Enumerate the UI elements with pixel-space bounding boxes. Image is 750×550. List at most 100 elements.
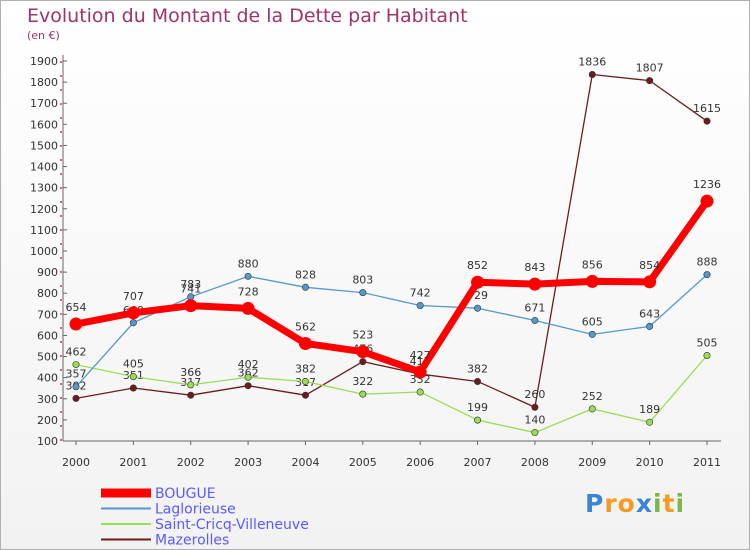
data-point [129, 384, 137, 392]
data-point [184, 299, 198, 313]
y-tick-label: 1800 [30, 76, 58, 89]
y-tick-label: 1500 [30, 139, 58, 152]
data-point [585, 274, 599, 288]
data-point [531, 429, 539, 437]
y-tick-label: 1400 [30, 161, 58, 174]
data-label: 643 [639, 307, 660, 320]
x-tick-label: 2005 [349, 456, 377, 469]
data-label: 605 [582, 315, 603, 328]
y-tick-label: 300 [37, 393, 58, 406]
data-label: 852 [467, 259, 488, 272]
data-point [588, 405, 596, 413]
y-tick-label: 200 [37, 414, 58, 427]
data-label: 382 [295, 362, 316, 375]
brand-logo-letter: i [675, 489, 686, 518]
data-label: 856 [582, 258, 603, 271]
data-label: 880 [238, 257, 259, 270]
data-point [703, 271, 711, 279]
y-tick-label: 100 [37, 435, 58, 448]
x-tick-label: 2003 [234, 456, 262, 469]
data-label: 803 [352, 274, 373, 287]
data-point [588, 71, 596, 79]
chart-subtitle: (en €) [27, 29, 60, 42]
x-tick-label: 2002 [177, 456, 205, 469]
data-point [413, 365, 427, 379]
data-point [129, 319, 137, 327]
x-tick-label: 2007 [464, 456, 492, 469]
data-point [241, 301, 255, 315]
data-label: 671 [524, 301, 545, 314]
x-tick-label: 2011 [693, 456, 721, 469]
brand-logo-letter: o [617, 489, 636, 518]
data-point [356, 345, 370, 359]
data-point [69, 317, 83, 331]
data-point [531, 316, 539, 324]
data-label: 1836 [578, 56, 606, 69]
data-label: 140 [524, 414, 545, 427]
brand-logo-letter: x [635, 489, 653, 518]
y-tick-label: 700 [37, 308, 58, 321]
brand-logo-letter: P [585, 489, 605, 518]
data-point [301, 377, 309, 385]
data-label: 843 [524, 261, 545, 274]
y-tick-label: 900 [37, 266, 58, 279]
data-point [301, 391, 309, 399]
data-point [588, 330, 596, 338]
data-label: 362 [238, 367, 259, 380]
data-point [646, 322, 654, 330]
y-tick-label: 1900 [30, 55, 58, 68]
data-label: 405 [123, 358, 144, 371]
x-tick-label: 2000 [62, 456, 90, 469]
x-tick-label: 2010 [636, 456, 664, 469]
data-label: 402 [238, 358, 259, 371]
data-point [474, 416, 482, 424]
data-label: 523 [352, 329, 373, 342]
data-point [643, 275, 657, 289]
data-label: 357 [66, 368, 87, 381]
data-label: 199 [467, 401, 488, 414]
data-label: 854 [639, 259, 660, 272]
brand-logo: Proxiti [585, 489, 685, 518]
data-label: 382 [467, 362, 488, 375]
data-point [359, 358, 367, 366]
data-label: 252 [582, 390, 603, 403]
data-label: 741 [180, 283, 201, 296]
data-point [359, 390, 367, 398]
chart-title: Evolution du Montant de la Dette par Hab… [27, 5, 468, 27]
brand-logo-letter: i [653, 489, 663, 518]
legend-label: Laglorieuse [155, 502, 236, 518]
data-label: 462 [66, 346, 87, 359]
data-label: 1615 [693, 102, 721, 115]
data-point [416, 388, 424, 396]
data-label: 742 [410, 286, 431, 299]
y-tick-label: 600 [37, 329, 58, 342]
series-line [75, 73, 708, 408]
data-label: 828 [295, 268, 316, 281]
data-point [646, 418, 654, 426]
data-point [244, 272, 252, 280]
legend-label: Mazerolles [155, 533, 229, 549]
data-point [416, 301, 424, 309]
data-label: 728 [238, 285, 259, 298]
x-tick-label: 2004 [291, 456, 319, 469]
x-tick-label: 2009 [578, 456, 606, 469]
data-point [359, 289, 367, 297]
data-point [187, 391, 195, 399]
data-point [531, 403, 539, 411]
data-point [301, 283, 309, 291]
data-point [474, 304, 482, 312]
data-point [471, 275, 485, 289]
data-label: 427 [410, 349, 431, 362]
data-point [703, 351, 711, 359]
data-point [72, 394, 80, 402]
data-label: 1236 [693, 178, 721, 191]
data-point [126, 306, 140, 320]
data-point [129, 373, 137, 381]
data-label: 654 [66, 301, 87, 314]
data-point [700, 194, 714, 208]
data-point [72, 361, 80, 369]
data-label: 1807 [636, 62, 664, 75]
data-label: 189 [639, 403, 660, 416]
legend-label: Saint-Cricq-Villeneuve [155, 517, 309, 533]
x-tick-label: 2001 [119, 456, 147, 469]
